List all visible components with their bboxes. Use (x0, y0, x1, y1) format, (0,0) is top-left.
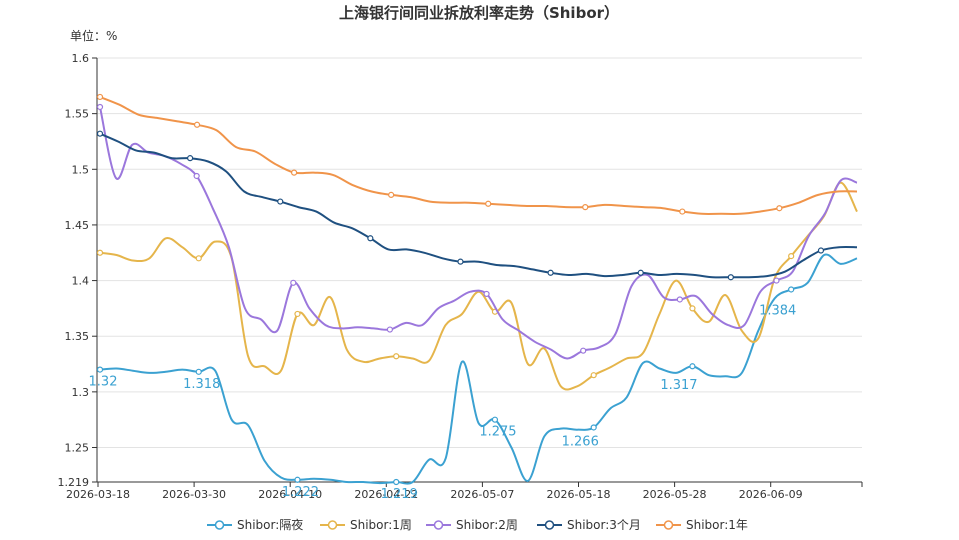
legend-marker (327, 520, 338, 530)
data-label: 1.222 (282, 485, 319, 500)
legend-label: Shibor:1年 (686, 518, 748, 532)
series-point (547, 269, 554, 276)
x-tick-label: 2026-05-18 (547, 488, 611, 501)
series-point (294, 476, 301, 483)
x-tick-label: 2026-03-18 (66, 488, 130, 501)
series-point (637, 269, 644, 276)
data-label: 1.275 (479, 425, 516, 440)
series-point (676, 296, 683, 303)
series-point (367, 235, 374, 242)
data-label: 1.318 (183, 377, 220, 392)
series-point (386, 326, 394, 333)
y-tick-label: 1.45 (65, 219, 90, 232)
data-labels: 1.32 1.318 1.222 1.219 1.275 1.266 1.317 1.384 (89, 303, 797, 502)
y-tick-label: 1.219 (58, 476, 90, 489)
legend-item[interactable]: Shibor:2周 (426, 518, 518, 532)
legend-marker (544, 520, 555, 530)
series-point (96, 366, 104, 373)
x-tick-label: 2026-03-30 (162, 488, 226, 501)
series-point (96, 93, 104, 101)
series-point (483, 290, 490, 298)
series-point (393, 478, 400, 486)
series-point (590, 424, 597, 431)
series-line (99, 181, 858, 391)
series-group (96, 93, 858, 486)
series-point (96, 130, 104, 137)
x-tick-label: 2026-06-09 (739, 488, 803, 501)
y-tick-label: 1.25 (65, 442, 90, 455)
series-point (195, 255, 202, 262)
series-point (193, 172, 200, 180)
x-tick-label: 2026-04-22 (354, 488, 418, 501)
series-line (99, 132, 858, 279)
series-point (277, 198, 284, 205)
series-point (195, 368, 202, 375)
x-tick-label: 2026-05-28 (643, 488, 707, 501)
legend-marker (214, 520, 225, 530)
legend-marker (433, 520, 444, 530)
series-point (290, 279, 297, 286)
series-point (193, 121, 201, 128)
series-point (96, 103, 104, 111)
chart-title: 上海银行间同业拆放利率走势（Shibor） (339, 4, 619, 22)
series-point (776, 205, 783, 212)
x-tick-label: 2026-05-07 (450, 488, 514, 501)
series-point (491, 416, 499, 423)
legend[interactable]: Shibor:隔夜 Shibor:1周 Shibor:2周 Shibor:3个月 Shi… (207, 517, 748, 532)
legend-marker (663, 520, 674, 530)
series-point (580, 347, 587, 354)
series-point (291, 169, 298, 176)
data-label: 1.317 (660, 378, 697, 393)
series-point (773, 277, 780, 284)
series-point (689, 305, 696, 312)
legend-item[interactable]: Shibor:1周 (320, 518, 412, 532)
legend-label: Shibor:3个月 (567, 518, 641, 532)
series-point (294, 310, 301, 318)
x-axis: 2026-03-18 2026-03-30 2026-04-10 2026-04-22… (66, 481, 863, 501)
series-point (457, 258, 464, 265)
series-line (99, 253, 858, 485)
data-label: 1.266 (562, 435, 599, 450)
gridlines (97, 57, 862, 483)
legend-item[interactable]: Shibor:隔夜 (207, 517, 303, 532)
series-point (727, 274, 734, 281)
series-line (99, 106, 858, 360)
series-point (485, 200, 492, 207)
data-label: 1.219 (381, 487, 418, 502)
series-point (817, 247, 825, 254)
series-point (788, 286, 795, 293)
x-tick-label: 2026-04-10 (258, 488, 322, 501)
series-point (393, 353, 400, 360)
data-label: 1.384 (759, 303, 796, 318)
series-point (388, 191, 395, 198)
legend-label: Shibor:1周 (350, 518, 412, 532)
series-point (96, 249, 104, 256)
unit-label: 单位：% (70, 28, 117, 43)
series-point (788, 252, 795, 260)
legend-label: Shibor:隔夜 (237, 517, 303, 532)
legend-label: Shibor:2周 (456, 518, 518, 532)
y-tick-label: 1.4 (72, 275, 90, 288)
y-tick-label: 1.55 (65, 108, 90, 121)
series-line (99, 96, 858, 215)
y-tick-label: 1.6 (72, 52, 90, 65)
series-point (187, 155, 194, 162)
data-label: 1.32 (89, 375, 118, 390)
y-tick-label: 1.35 (65, 330, 90, 343)
legend-item[interactable]: Shibor:1年 (656, 518, 748, 532)
y-tick-label: 1.3 (72, 386, 90, 399)
series-point (689, 363, 696, 370)
y-tick-label: 1.5 (72, 163, 90, 176)
series-point (582, 204, 589, 211)
y-axis: 1.6 1.55 1.5 1.45 1.4 1.35 1.3 1.25 1.219 (58, 52, 98, 489)
series-point (679, 208, 686, 215)
series-point (590, 372, 597, 379)
legend-item[interactable]: Shibor:3个月 (537, 518, 641, 532)
